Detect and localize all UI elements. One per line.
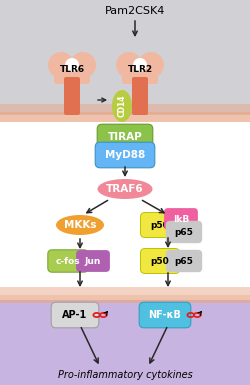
Bar: [0, 115, 250, 300]
FancyBboxPatch shape: [164, 208, 198, 230]
Bar: [0, 287, 250, 295]
Ellipse shape: [98, 179, 152, 199]
Text: p50: p50: [150, 221, 170, 229]
Circle shape: [133, 58, 147, 72]
Text: NF-κB: NF-κB: [148, 310, 182, 320]
Text: CD14: CD14: [118, 95, 126, 117]
Text: Pro-inflammatory cytokines: Pro-inflammatory cytokines: [58, 370, 192, 380]
FancyBboxPatch shape: [76, 250, 110, 272]
Circle shape: [70, 52, 96, 78]
Ellipse shape: [56, 215, 104, 235]
FancyBboxPatch shape: [95, 142, 155, 168]
Ellipse shape: [112, 90, 132, 122]
FancyBboxPatch shape: [48, 250, 88, 272]
FancyBboxPatch shape: [97, 124, 153, 150]
FancyBboxPatch shape: [139, 302, 191, 328]
FancyBboxPatch shape: [51, 302, 99, 328]
Text: TRAF6: TRAF6: [106, 184, 144, 194]
Text: TLR2: TLR2: [128, 65, 152, 74]
FancyBboxPatch shape: [140, 213, 179, 238]
Text: p65: p65: [174, 256, 194, 266]
Text: MKKs: MKKs: [64, 220, 96, 230]
FancyBboxPatch shape: [166, 221, 202, 243]
FancyBboxPatch shape: [166, 250, 202, 272]
Circle shape: [48, 52, 74, 78]
Circle shape: [65, 58, 79, 72]
Text: p65: p65: [174, 228, 194, 236]
Bar: [0, 0, 250, 115]
Bar: [0, 104, 250, 114]
Text: AP-1: AP-1: [62, 310, 88, 320]
Text: c-fos: c-fos: [56, 256, 80, 266]
Text: Pam2CSK4: Pam2CSK4: [105, 6, 165, 16]
Circle shape: [138, 52, 164, 78]
Text: Jun: Jun: [85, 256, 101, 266]
Text: TIRAP: TIRAP: [108, 132, 142, 142]
Text: TLR6: TLR6: [60, 65, 84, 74]
Text: MyD88: MyD88: [105, 150, 145, 160]
Bar: [0, 300, 250, 385]
FancyBboxPatch shape: [132, 77, 148, 115]
Bar: [0, 112, 250, 122]
FancyBboxPatch shape: [122, 58, 158, 84]
FancyBboxPatch shape: [64, 77, 80, 115]
Text: IkB: IkB: [173, 214, 189, 224]
Text: p50: p50: [150, 256, 170, 266]
FancyBboxPatch shape: [54, 58, 90, 84]
Circle shape: [116, 52, 142, 78]
Bar: [0, 295, 250, 303]
FancyBboxPatch shape: [140, 248, 179, 273]
